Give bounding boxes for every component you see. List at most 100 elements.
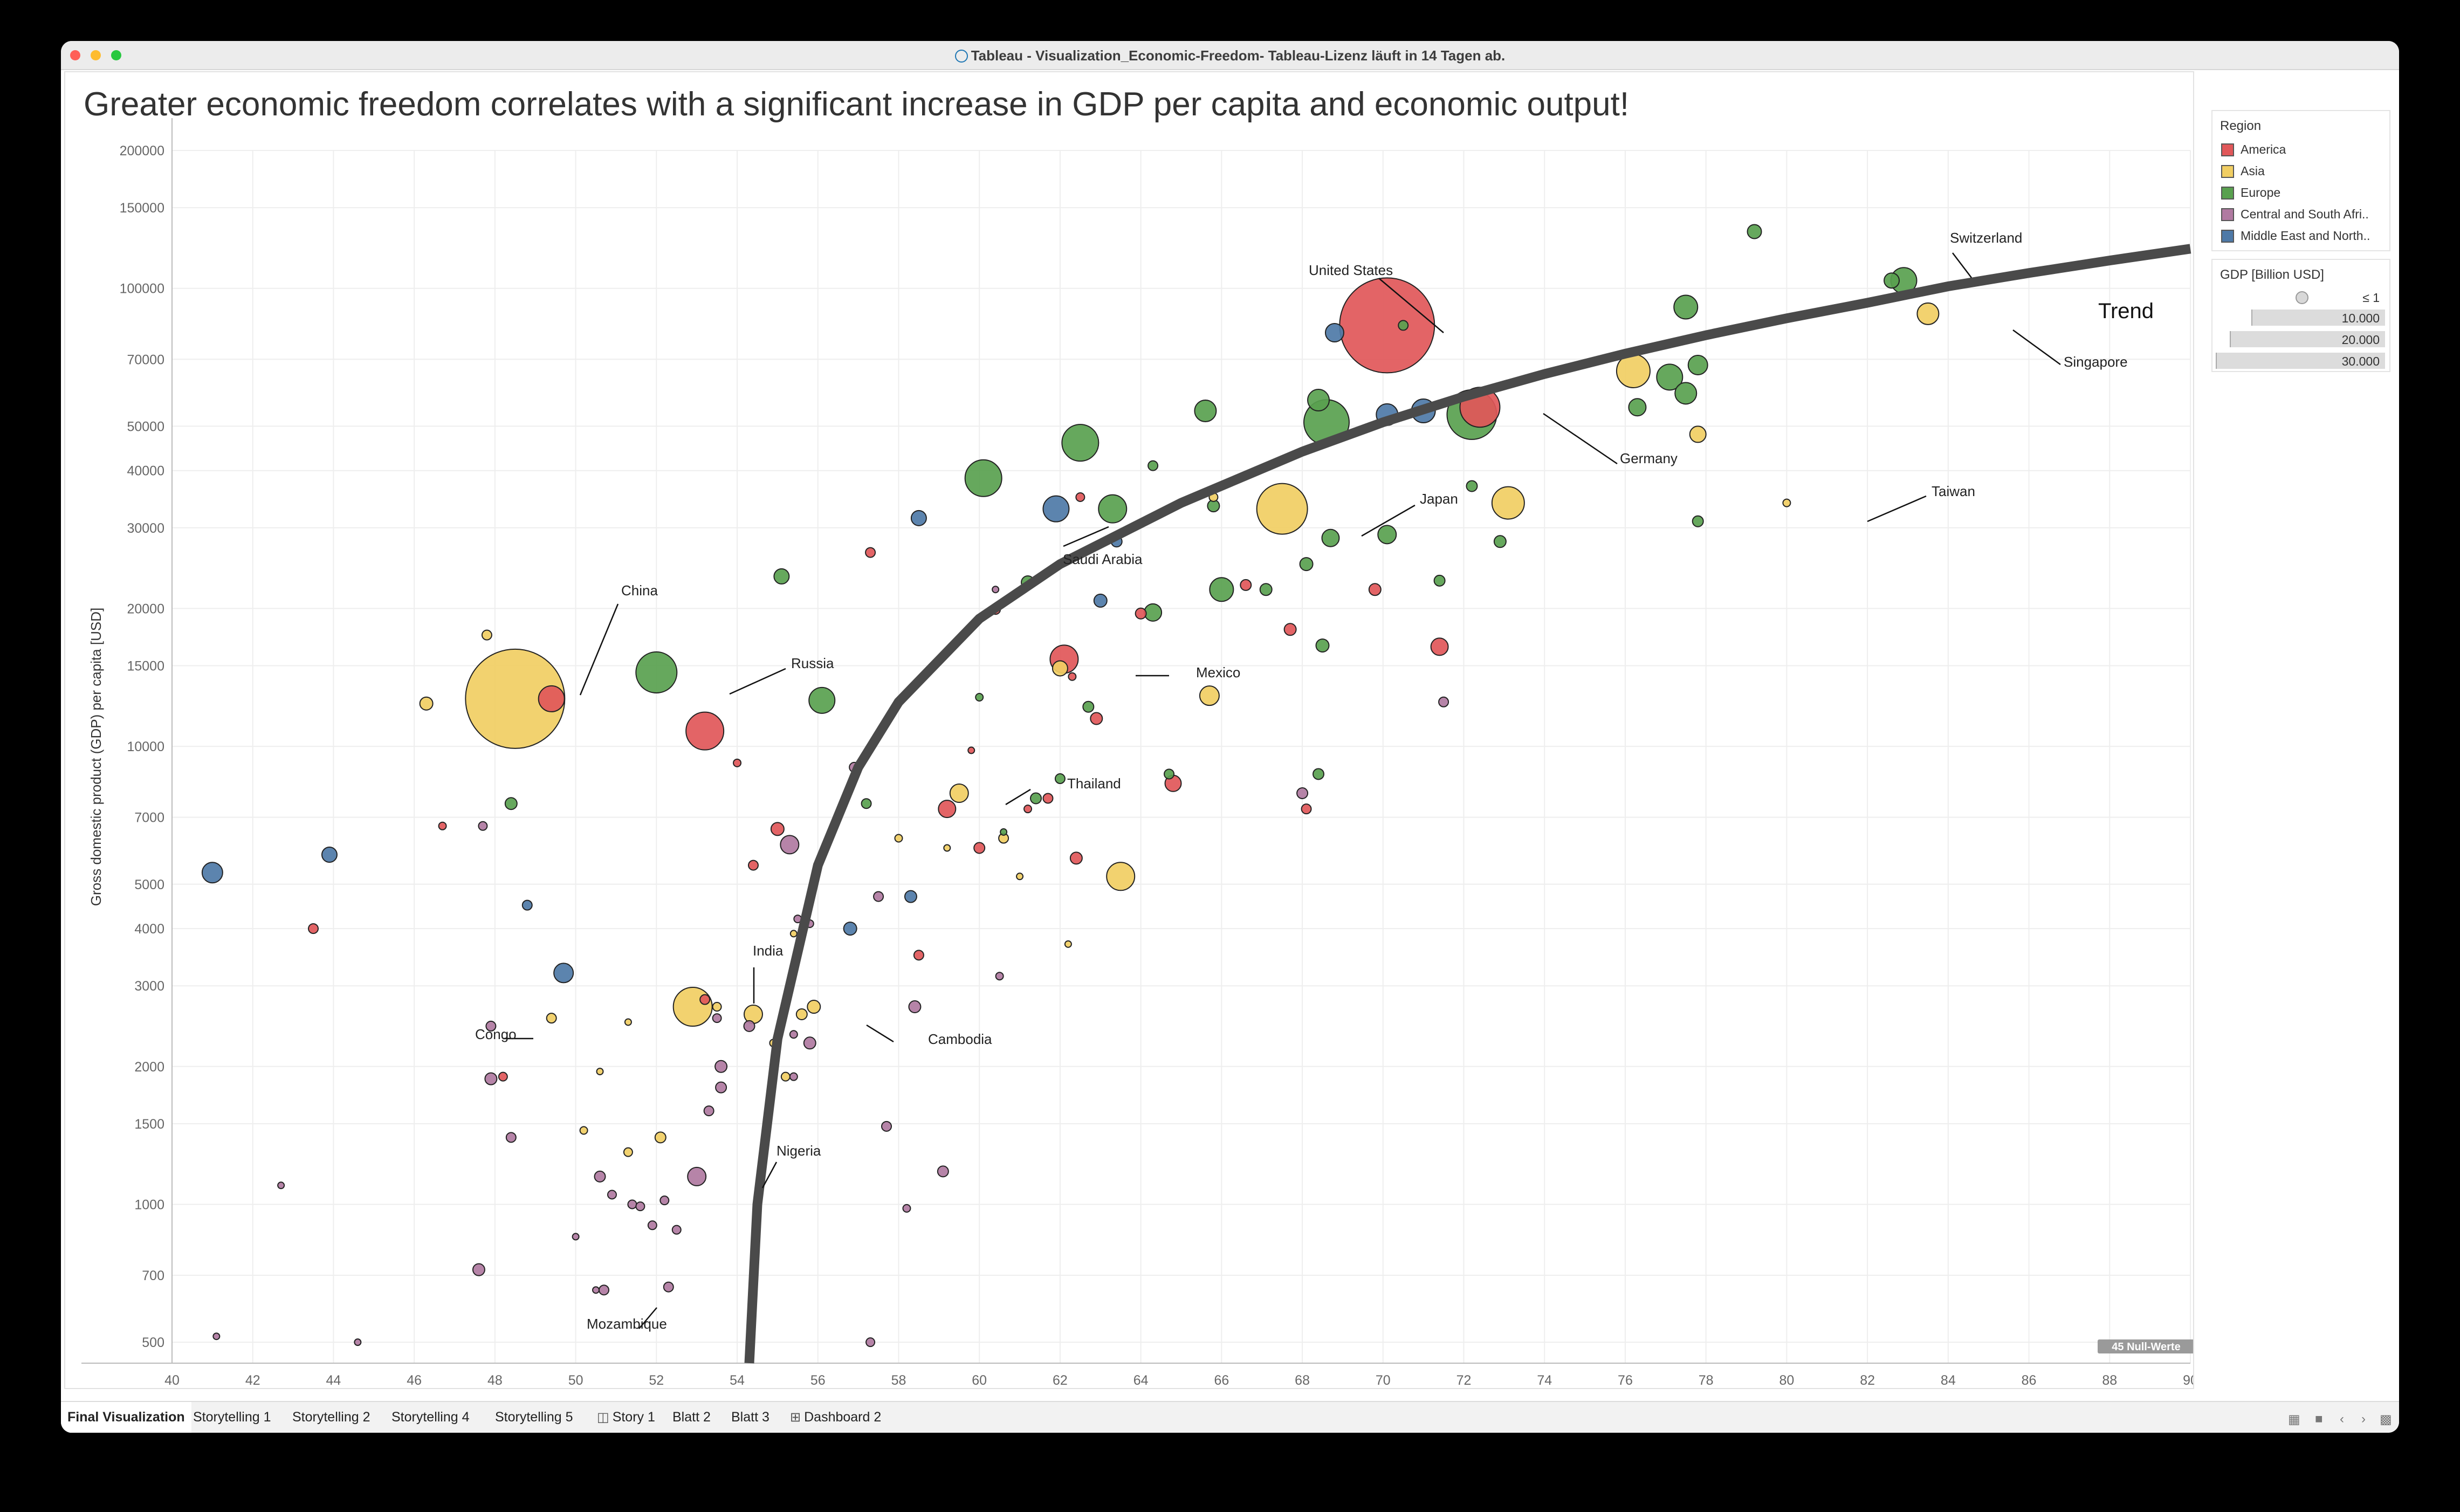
bubble-point (703, 1105, 714, 1117)
bubble-point (1433, 574, 1446, 587)
bubble-point (943, 844, 951, 852)
bubble-point (773, 568, 790, 585)
legend-item-america[interactable]: America (2221, 142, 2286, 161)
bubble-point (995, 972, 1004, 981)
annotation-label: Cambodia (928, 1031, 992, 1047)
annotation-label: Mexico (1196, 664, 1240, 681)
tab-storytelling-4[interactable]: Storytelling 4 (385, 1402, 476, 1433)
x-tick-label: 90 (2183, 1373, 2193, 1388)
tab-story-1[interactable]: ◫ Story 1 (590, 1402, 662, 1433)
tab-storytelling-2[interactable]: Storytelling 2 (286, 1402, 377, 1433)
legend-swatch (2221, 208, 2234, 221)
y-axis-title: Gross domestic product (GDP) per capita … (88, 608, 104, 906)
y-tick-label: 500 (142, 1335, 164, 1350)
bubble-point (715, 1081, 727, 1094)
bubble-point (789, 930, 798, 938)
previous-sheet-icon[interactable]: ‹ (2340, 1412, 2344, 1426)
legend-panel: Region America Asia Europe Central and S… (2211, 71, 2394, 1389)
legend-item-asia[interactable]: Asia (2221, 164, 2265, 182)
x-tick-label: 50 (568, 1373, 583, 1388)
bubble-point (992, 586, 1000, 594)
bubble-point (572, 1233, 580, 1241)
y-tick-label: 200000 (120, 143, 164, 159)
annotation-leader (1005, 788, 1031, 806)
bubble-point (1368, 583, 1382, 596)
bubble-point (579, 1126, 588, 1135)
bubble-point (1023, 805, 1033, 814)
annotation-leader (638, 1307, 657, 1329)
bubble-point (1692, 515, 1704, 527)
region-legend[interactable]: Region America Asia Europe Central and S… (2211, 110, 2390, 251)
bubble-point (1324, 323, 1344, 343)
annotation-leader (761, 1162, 778, 1188)
bubble-point (795, 1008, 808, 1020)
bubble-point (484, 1072, 498, 1085)
y-tick-label: 4000 (134, 922, 164, 937)
x-tick-label: 72 (1456, 1373, 1472, 1388)
bubble-point (546, 1013, 557, 1024)
bubble-point (1209, 577, 1234, 602)
bubble-point (1315, 638, 1330, 653)
size-row-min: ≤ 1 (2217, 289, 2385, 306)
bubble-point (627, 1199, 637, 1209)
null-values-label: 45 Null-Werte (2112, 1341, 2180, 1353)
tab-dashboard-2[interactable]: ⊞ Dashboard 2 (784, 1402, 888, 1433)
annotation-label: Taiwan (1932, 483, 1975, 499)
bubble-point (685, 711, 725, 751)
x-tick-label: 64 (1133, 1373, 1149, 1388)
tab-final-visualization[interactable]: Final Visualization (61, 1402, 191, 1433)
bubble-point (1164, 768, 1175, 780)
legend-item-europe[interactable]: Europe (2221, 185, 2280, 204)
bubble-point (672, 987, 713, 1027)
size-legend-title: GDP [Billion USD] (2220, 267, 2324, 282)
bubble-point (623, 1147, 633, 1157)
bubble-point (1259, 583, 1273, 596)
bubble-point (1042, 793, 1054, 804)
annotation-leader (1867, 495, 1927, 523)
x-tick-label: 42 (245, 1373, 260, 1388)
legend-item-central-south-africa[interactable]: Central and South Afri.. (2221, 207, 2369, 225)
legend-label: Asia (2241, 164, 2265, 178)
legend-item-middle-east-north-africa[interactable]: Middle East and North.. (2221, 229, 2370, 247)
bubble-point (1398, 320, 1409, 331)
y-tick-label: 2000 (134, 1060, 164, 1075)
y-tick-label: 3000 (134, 979, 164, 994)
presentation-mode-icon[interactable]: ▩ (2380, 1412, 2392, 1427)
tab-storytelling-5[interactable]: Storytelling 5 (489, 1402, 580, 1433)
size-label: 10.000 (2341, 311, 2380, 325)
bubble-point (654, 1131, 666, 1144)
bubble-point (1884, 272, 1900, 289)
minimize-window-button[interactable] (91, 50, 101, 60)
tab-blatt-2[interactable]: Blatt 2 (666, 1402, 717, 1433)
bubble-point (1068, 672, 1077, 681)
x-tick-label: 40 (164, 1373, 180, 1388)
filmstrip-icon[interactable]: ■ (2315, 1412, 2323, 1426)
annotation-label: Nigeria (777, 1143, 821, 1159)
close-window-button[interactable] (70, 50, 80, 60)
annotation-label: United States (1309, 262, 1393, 278)
annotation-label: Saudi Arabia (1063, 551, 1143, 567)
bubble-point (1082, 700, 1095, 713)
bubble-point (938, 800, 957, 819)
x-tick-label: 68 (1295, 1373, 1310, 1388)
maximize-window-button[interactable] (111, 50, 121, 60)
next-sheet-icon[interactable]: › (2361, 1412, 2366, 1426)
bubble-point (1782, 498, 1791, 507)
legend-swatch (2221, 187, 2234, 200)
x-tick-label: 52 (649, 1373, 664, 1388)
bubble-point (321, 847, 338, 863)
bubble-chart: 40 42 44 46 48 50 52 54 56 58 60 62 64 66 68 70 72 74 76 78… (81, 118, 2193, 1388)
tab-blatt-3[interactable]: Blatt 3 (725, 1402, 776, 1433)
bubble-point (1042, 495, 1070, 523)
tab-storytelling-1[interactable]: Storytelling 1 (187, 1402, 278, 1433)
tab-label: Final Visualization (67, 1410, 185, 1425)
legend-label: America (2241, 142, 2286, 156)
size-bar (2230, 331, 2385, 347)
bubble-point (913, 950, 924, 961)
bubble-point (596, 1068, 604, 1076)
bubble-point (1313, 768, 1325, 780)
gdp-size-legend[interactable]: GDP [Billion USD] ≤ 1 10.000 20.000 30.0… (2211, 259, 2390, 372)
sheet-sorter-icon[interactable]: ▦ (2288, 1412, 2300, 1427)
bubble-point (712, 1002, 722, 1012)
bubble-point (803, 1036, 816, 1050)
